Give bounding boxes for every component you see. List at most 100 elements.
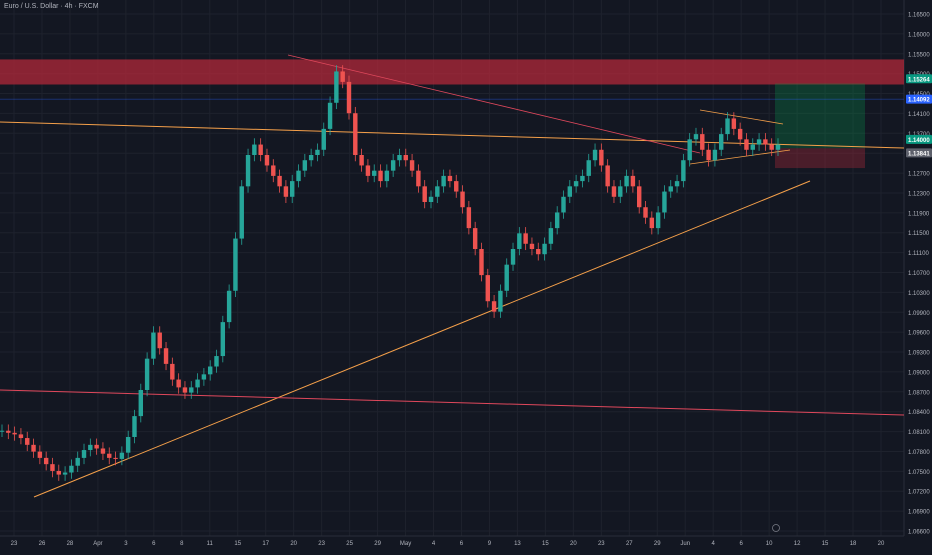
candle-body — [38, 452, 42, 458]
candle-body — [555, 212, 559, 228]
candle-body — [391, 160, 395, 170]
candle-body — [523, 233, 527, 243]
x-tick-label: May — [400, 541, 411, 547]
candle-body — [303, 160, 307, 170]
y-tick-label: 1.07200 — [908, 490, 930, 496]
candle-body — [435, 186, 439, 196]
candle-body — [284, 186, 288, 196]
candle-body — [183, 387, 187, 392]
candle-body — [145, 359, 149, 390]
candle-body — [744, 139, 748, 149]
candle-body — [158, 333, 162, 349]
x-tick-label: 12 — [794, 541, 801, 547]
candle-body — [132, 416, 136, 437]
candle-body — [233, 239, 237, 291]
candle-body — [94, 445, 98, 449]
x-tick-label: 27 — [626, 541, 633, 547]
y-tick-label: 1.07500 — [908, 470, 930, 476]
x-tick-label: 20 — [290, 541, 297, 547]
candle-body — [580, 176, 584, 181]
candle-body — [669, 186, 673, 191]
candle-body — [290, 181, 294, 197]
candle-body — [694, 134, 698, 139]
candle-body — [492, 301, 496, 311]
candle-body — [296, 171, 300, 181]
candle-body — [50, 464, 54, 471]
candle-body — [227, 291, 231, 322]
candle-body — [479, 249, 483, 275]
candle-body — [593, 150, 597, 160]
candle-body — [700, 134, 704, 150]
y-tick-label: 1.06600 — [908, 530, 930, 536]
candle-body — [732, 118, 736, 128]
entry-price-label: 1.14000 — [908, 138, 930, 144]
x-tick-label: 26 — [39, 541, 46, 547]
candle-body — [574, 181, 578, 186]
candle-body — [511, 249, 515, 265]
x-tick-label: 20 — [570, 541, 577, 547]
candle-body — [214, 356, 218, 366]
candle-body — [25, 438, 29, 445]
candle-body — [19, 434, 23, 438]
x-tick-label: 18 — [850, 541, 857, 547]
candle-body — [542, 244, 546, 254]
candle-body — [189, 387, 193, 392]
candle-body — [505, 265, 509, 291]
candle-body — [675, 181, 679, 186]
candle-body — [240, 186, 244, 238]
candle-body — [246, 155, 250, 186]
candle-body — [164, 348, 168, 364]
candle-body — [454, 181, 458, 191]
x-tick-label: 29 — [374, 541, 381, 547]
x-tick-label: 4 — [432, 541, 436, 547]
candle-body — [416, 171, 420, 187]
candle-body — [763, 139, 767, 144]
candle-body — [599, 150, 603, 166]
y-tick-label: 1.11100 — [908, 251, 929, 257]
x-tick-label: 6 — [739, 541, 743, 547]
orange-trendline-top — [0, 122, 904, 148]
candle-body — [328, 103, 332, 129]
candle-body — [57, 471, 61, 475]
y-tick-label: 1.08700 — [908, 390, 930, 396]
candle-body — [713, 150, 717, 160]
candle-body — [221, 322, 225, 356]
y-tick-label: 1.06900 — [908, 510, 930, 516]
orange-trendline-bottom — [34, 181, 810, 497]
candle-body — [322, 129, 326, 150]
symbol-title: Euro / U.S. Dollar · 4h · FXCM — [4, 3, 99, 10]
candle-body — [549, 228, 553, 244]
x-tick-label: 23 — [598, 541, 605, 547]
candle-body — [618, 186, 622, 196]
candle-body — [309, 155, 313, 160]
candle-body — [334, 71, 338, 102]
y-tick-label: 1.11500 — [908, 231, 930, 237]
y-tick-label: 1.10300 — [908, 291, 930, 297]
candle-body — [561, 197, 565, 213]
last-price-label: 1.13841 — [908, 151, 930, 157]
x-tick-label: 6 — [460, 541, 464, 547]
candle-body — [536, 249, 540, 254]
candle-body — [113, 458, 117, 459]
candle-body — [498, 291, 502, 312]
candle-body — [637, 186, 641, 207]
candle-body — [776, 145, 780, 150]
x-tick-label: 15 — [822, 541, 829, 547]
candle-body — [486, 275, 490, 301]
x-tick-label: 6 — [152, 541, 156, 547]
candle-body — [429, 197, 433, 202]
candle-body — [587, 160, 591, 176]
candle-body — [530, 244, 534, 249]
candle-body — [441, 176, 445, 186]
x-tick-label: Apr — [93, 541, 102, 547]
x-tick-label: 29 — [654, 541, 661, 547]
candle-body — [126, 437, 130, 453]
candle-body — [612, 186, 616, 196]
level-price-label: 1.14092 — [908, 98, 930, 104]
x-tick-label: 4 — [712, 541, 716, 547]
candle-body — [195, 380, 199, 388]
price-axis[interactable]: 1.165001.160001.155001.150001.145001.141… — [908, 13, 930, 536]
